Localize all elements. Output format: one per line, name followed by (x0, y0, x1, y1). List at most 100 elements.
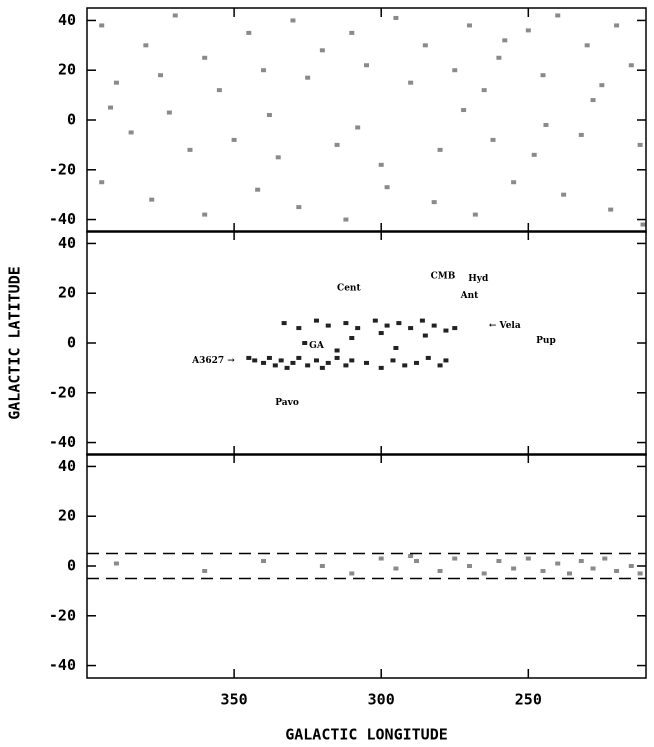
point (349, 358, 355, 363)
point (246, 355, 252, 360)
point (443, 358, 449, 363)
point (628, 63, 634, 68)
y-tick-label: 0 (67, 334, 76, 352)
point (408, 80, 414, 85)
point (384, 185, 390, 190)
point (364, 360, 369, 365)
point (540, 73, 546, 78)
point (313, 318, 319, 323)
point (614, 23, 620, 28)
point (296, 326, 302, 331)
point (166, 110, 172, 115)
point (378, 365, 384, 370)
point (466, 564, 472, 568)
point (437, 147, 443, 152)
point (343, 217, 349, 222)
point (349, 571, 355, 576)
point (99, 180, 105, 185)
point (396, 321, 402, 326)
x-tick-label: 300 (368, 691, 395, 709)
y-tick-label: 0 (67, 111, 76, 129)
point (325, 323, 331, 328)
point (414, 559, 420, 564)
point (302, 341, 308, 345)
point (281, 321, 287, 326)
point (422, 333, 428, 338)
point (511, 566, 517, 571)
x-tick-label: 250 (515, 691, 542, 709)
point (305, 75, 311, 80)
point (266, 355, 272, 360)
point (578, 559, 584, 564)
y-tick-label: -40 (49, 656, 76, 674)
point (108, 105, 114, 110)
point (425, 355, 431, 360)
point (628, 564, 634, 568)
point (255, 187, 261, 192)
point (319, 365, 325, 370)
point (525, 28, 531, 33)
annotation: A3627 → (191, 356, 235, 366)
annotation: CMB (431, 271, 456, 281)
point (466, 23, 472, 28)
point (296, 205, 302, 210)
point (431, 323, 437, 328)
y-tick-label: 40 (58, 457, 76, 475)
point (290, 360, 296, 365)
point (608, 207, 614, 212)
y-tick-label: -20 (49, 383, 76, 401)
point (325, 360, 331, 365)
point (502, 38, 508, 43)
y-tick-label: -20 (49, 606, 76, 624)
point (481, 88, 487, 93)
point (452, 68, 458, 73)
point (543, 122, 549, 127)
point (540, 568, 546, 573)
point (378, 556, 384, 561)
point (261, 559, 267, 564)
point (431, 200, 437, 205)
y-tick-label: 20 (58, 61, 76, 79)
point (561, 192, 567, 197)
point (578, 132, 584, 137)
point (216, 88, 222, 93)
point (511, 180, 517, 185)
point (461, 108, 467, 113)
point (313, 358, 319, 363)
annotation: Pavo (275, 398, 299, 408)
point (231, 137, 237, 142)
point (319, 48, 325, 53)
point (319, 564, 325, 568)
point (334, 348, 340, 353)
y-tick-label: 20 (58, 284, 76, 302)
y-tick-label: -20 (49, 160, 76, 178)
point (202, 212, 208, 217)
point (422, 43, 428, 48)
point (343, 363, 349, 368)
y-tick-label: 40 (58, 234, 76, 252)
point (149, 197, 155, 202)
annotation: Cent (337, 284, 361, 294)
point (602, 556, 608, 561)
y-tick-label: 40 (58, 11, 76, 29)
point (278, 358, 284, 363)
y-tick-label: -40 (49, 433, 76, 451)
point (261, 68, 267, 73)
point (390, 358, 396, 363)
point (393, 566, 399, 571)
point (637, 571, 643, 576)
point (584, 43, 590, 48)
y-axis-label: GALACTIC LATITUDE (6, 266, 24, 420)
point (452, 326, 458, 331)
panel-frame (86, 230, 647, 456)
y-tick-label: 0 (67, 557, 76, 575)
point (419, 318, 425, 323)
point (496, 559, 502, 564)
annotation: ← Vela (489, 321, 521, 331)
annotation: Ant (460, 291, 480, 301)
x-axis-label: GALACTIC LONGITUDE (285, 726, 448, 744)
point (481, 571, 487, 576)
annotation: Hyd (468, 274, 489, 284)
y-tick-label: -40 (49, 210, 76, 228)
